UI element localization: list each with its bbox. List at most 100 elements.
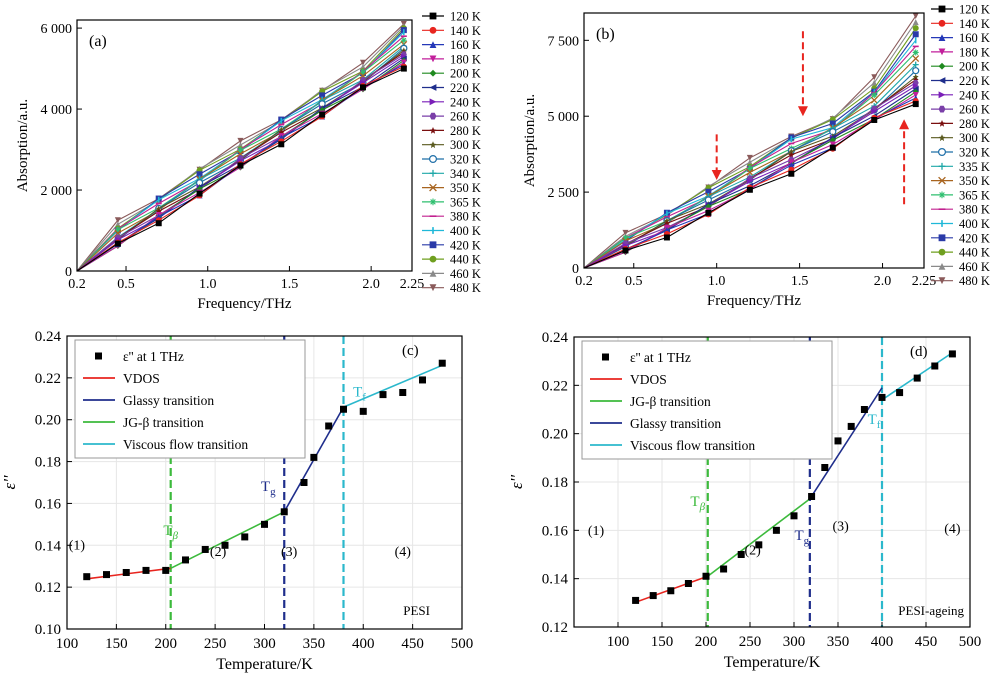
x-tick-label: 350 xyxy=(827,634,850,650)
y-tick-label: 2 500 xyxy=(548,186,580,201)
sample-label: PESI xyxy=(403,603,430,618)
legend-label: 280 K xyxy=(959,117,990,131)
x-axis-label: Temperature/K xyxy=(724,654,821,671)
data-point xyxy=(236,150,244,158)
x-tick-label: 1.0 xyxy=(708,274,726,289)
data-point xyxy=(912,31,919,38)
x-tick-label: 400 xyxy=(352,636,375,652)
legend-marker xyxy=(429,112,437,120)
data-point xyxy=(114,221,121,228)
legend-marker xyxy=(938,134,946,142)
legend-marker xyxy=(95,352,102,360)
x-tick-label: 350 xyxy=(303,636,326,652)
x-tick-label: 200 xyxy=(155,636,178,652)
series-line xyxy=(583,33,917,269)
legend-marker xyxy=(429,198,437,206)
legend-label: 420 K xyxy=(450,238,481,252)
series-460K xyxy=(583,19,919,269)
legend-label: 300 K xyxy=(959,131,990,145)
data-point xyxy=(913,374,921,382)
data-point xyxy=(912,101,919,108)
transition-label: Tf xyxy=(868,412,881,431)
data-point xyxy=(896,389,904,397)
data-point xyxy=(834,437,842,445)
legend-marker xyxy=(938,105,946,113)
legend-marker xyxy=(429,255,437,263)
x-axis-label: Frequency/THz xyxy=(707,293,801,309)
data-point xyxy=(419,376,426,384)
data-point xyxy=(829,141,836,148)
region-label: (1) xyxy=(588,524,605,539)
y-tick-label: 0.22 xyxy=(35,371,61,387)
legend-marker xyxy=(429,127,437,134)
x-tick-label: 1.0 xyxy=(199,277,217,292)
legend-marker xyxy=(429,41,437,48)
panel-d: Tβ Tg Tf 100 150 200 250 300 350 400 450 500 0.12 0.1… xyxy=(507,330,981,671)
panel-label: (c) xyxy=(402,343,419,359)
legend-label: 480 K xyxy=(450,281,481,295)
legend-marker xyxy=(429,183,437,192)
data-point xyxy=(871,74,878,81)
sample-label: PESI-ageing xyxy=(898,603,964,618)
data-point xyxy=(379,391,387,399)
legend-box xyxy=(581,340,833,460)
data-point xyxy=(870,96,878,104)
legend-label: VDOS xyxy=(630,372,667,387)
legend-label: VDOS xyxy=(123,371,160,386)
y-tick-label: 0.20 xyxy=(542,427,568,443)
legend-marker xyxy=(429,69,437,77)
data-point xyxy=(912,73,919,80)
x-tick-label: 250 xyxy=(204,636,227,652)
axes-frame xyxy=(76,19,413,272)
panel-label: (a) xyxy=(89,33,107,50)
y-tick-label: 0.24 xyxy=(35,329,62,345)
region-label: (3) xyxy=(281,545,298,560)
data-point xyxy=(871,92,878,99)
series-480K xyxy=(583,13,919,269)
legend-label: JG-β transition xyxy=(123,415,204,430)
x-tick-label: 100 xyxy=(56,636,79,652)
legend-label: 200 K xyxy=(959,60,990,74)
data-point xyxy=(649,592,657,600)
x-axis-label: Temperature/K xyxy=(216,656,313,673)
region-label: (1) xyxy=(69,538,86,553)
legend-label: 180 K xyxy=(959,45,990,59)
x-tick-label: 1.5 xyxy=(281,277,299,292)
data-point xyxy=(788,148,795,155)
legend: ε'' at 1 THz VDOS Glassy transition JG-β tr… xyxy=(74,339,306,459)
data-point xyxy=(772,526,780,534)
x-tick-label: 450 xyxy=(915,634,938,650)
data-point xyxy=(400,37,407,44)
data-point xyxy=(931,362,939,370)
data-point xyxy=(667,587,675,595)
data-point xyxy=(871,108,878,115)
x-tick-label: 400 xyxy=(871,634,894,650)
data-point xyxy=(438,359,446,367)
data-point xyxy=(808,493,816,500)
x-tick-label: 150 xyxy=(651,634,674,650)
legend-label: 240 K xyxy=(450,95,481,109)
data-point xyxy=(280,508,288,516)
x-tick-label: 200 xyxy=(695,634,718,650)
data-point xyxy=(912,55,920,62)
transition-label: Tβ xyxy=(690,494,705,513)
legend-marker xyxy=(938,191,946,199)
series-line xyxy=(583,21,917,269)
panel-c: TβTgTf1001502002503003504004505000.100.1… xyxy=(0,329,473,673)
legend-marker xyxy=(429,241,437,249)
y-tick-label: 0.18 xyxy=(542,475,568,491)
data-point xyxy=(319,111,326,118)
data-point xyxy=(622,229,629,236)
data-point xyxy=(340,405,347,413)
data-point xyxy=(878,393,886,401)
y-tick-label: 0.14 xyxy=(35,538,62,554)
series-120K xyxy=(583,101,919,269)
legend-label: 340 K xyxy=(450,167,481,181)
legend-marker xyxy=(938,120,946,127)
data-point xyxy=(871,79,878,86)
y-tick-label: 0.24 xyxy=(542,330,569,346)
data-point xyxy=(746,186,753,193)
data-point xyxy=(847,422,855,430)
